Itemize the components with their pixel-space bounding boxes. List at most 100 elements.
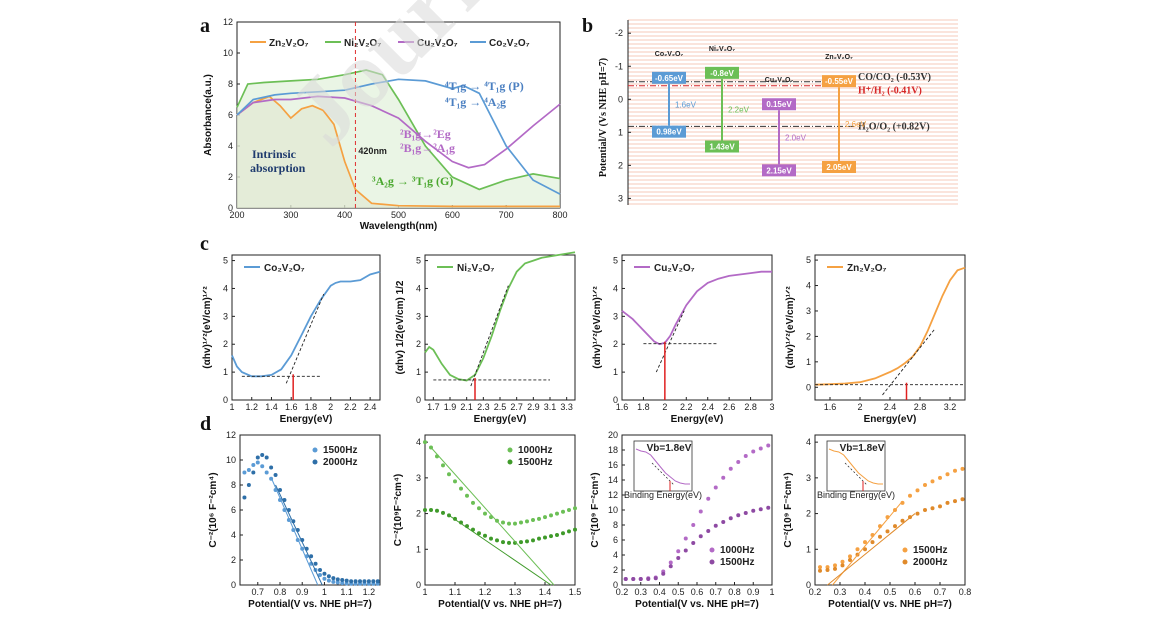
conduction-band-label: 0.15eV — [766, 100, 792, 109]
tangent-line — [655, 310, 685, 373]
fit-line — [275, 484, 323, 586]
data-point-2000Hz — [375, 579, 380, 584]
y-tick-label: 5 — [223, 256, 228, 266]
data-point-2000Hz — [915, 511, 920, 516]
legend-marker — [507, 459, 513, 465]
y-axis-label: Absorbance(a.u.) — [203, 74, 214, 156]
conduction-band-box — [705, 66, 739, 79]
y-tick-label: 12 — [608, 490, 618, 500]
panel-letter-b: b — [582, 15, 593, 37]
x-tick-label: 2.1 — [460, 402, 473, 412]
data-point-2000Hz — [278, 488, 282, 492]
redox-label: H₂O/O₂ (+0.82V) — [858, 121, 930, 132]
y-tick-label: 10 — [226, 455, 236, 465]
legend-label: 1000Hz — [518, 445, 552, 456]
data-point-1000Hz — [691, 523, 696, 527]
fit-line — [430, 447, 555, 586]
data-point-1000Hz — [758, 446, 763, 451]
data-point-1500Hz — [246, 468, 251, 472]
data-point-1500Hz — [459, 520, 463, 525]
inset-xlabel: Binding Energy(eV) — [624, 490, 702, 500]
data-point-1500Hz — [960, 466, 965, 471]
data-point-1000Hz — [513, 521, 517, 526]
data-point-2000Hz — [335, 577, 340, 582]
data-point-1500Hz — [840, 559, 845, 564]
panel-letter-d: d — [200, 413, 211, 435]
y-axis-label: (αhv)¹ᐟ²(eV/cm)¹ᐟ² — [592, 286, 603, 369]
inset-curve — [828, 448, 883, 485]
y-tick-label: 2 — [231, 555, 236, 565]
data-point-1000Hz — [519, 520, 523, 525]
legend-label: Cu₂V₂O₇ — [654, 263, 695, 274]
data-point-1000Hz — [465, 493, 469, 498]
tauc-curve — [814, 266, 966, 386]
y-tick-label: 4 — [228, 141, 233, 151]
x-axis-label: Energy(eV) — [864, 414, 917, 425]
fit-line — [448, 514, 552, 586]
data-point-1500Hz — [736, 513, 741, 518]
data-point-1000Hz — [561, 509, 565, 514]
data-point-1500Hz — [489, 536, 493, 541]
data-point-1500Hz — [938, 475, 942, 480]
tauc-curve — [231, 270, 381, 378]
series-line-co — [236, 78, 561, 195]
data-point-1500Hz — [668, 564, 673, 569]
data-point-1000Hz — [728, 466, 733, 471]
data-point-2000Hz — [371, 579, 376, 584]
conduction-band-box — [822, 75, 856, 88]
data-point-2000Hz — [863, 547, 867, 552]
y-tick-label: 3 — [806, 306, 811, 316]
conduction-band-label: -0.8eV — [710, 69, 734, 78]
data-point-1500Hz — [318, 573, 322, 577]
panel-letter-a: a — [200, 15, 210, 37]
x-axis-label: Potential(V vs. NHE pH=7) — [828, 599, 952, 610]
y-tick-label: 12 — [226, 430, 236, 440]
data-point-1500Hz — [698, 534, 703, 539]
area-fill-ni — [237, 70, 560, 208]
data-point-1500Hz — [631, 577, 636, 581]
x-tick-label: 2 — [328, 402, 333, 412]
data-point-1000Hz — [441, 463, 445, 468]
chart-d1-mott-schottky-co: 0.7 0.8 0.9 1 1.1 1.2 0 2 4 6 8 10 12 Potential(V vs.… — [208, 430, 381, 610]
x-tick-label: 3.2 — [944, 402, 957, 412]
data-point-1500Hz — [848, 554, 852, 559]
y-tick-label: 0 — [231, 580, 236, 590]
chart-c1-tauc-co: 1 1.2 1.4 1.6 1.8 2 2.2 2.4012345Energy(eV)(αhv… — [202, 254, 381, 425]
legend-marker — [902, 547, 908, 553]
y-tick-label: 2 — [613, 339, 618, 349]
band-gap-label: 2.2eV — [728, 106, 750, 115]
y-tick-label: 10 — [223, 48, 233, 58]
x-axis-label: Potential(V vs. NHE pH=7) — [635, 599, 759, 610]
inset-frame — [633, 440, 693, 492]
data-point-1500Hz — [255, 460, 260, 465]
data-point-2000Hz — [273, 473, 278, 477]
annotation-co-transition-2: ⁴T₁g → ⁴A₂g — [445, 95, 506, 109]
material-name: Cu₂V₂O₇ — [765, 77, 794, 84]
data-point-2000Hz — [870, 540, 875, 545]
data-point-1500Hz — [758, 507, 763, 512]
y-tick-label: 0 — [223, 395, 228, 405]
legend-label: Zn₂V₂O₇ — [847, 263, 887, 274]
legend-label: Ni₂V₂O₇ — [344, 38, 381, 49]
y-tick-label: 5 — [613, 256, 618, 266]
y-tick-label: 12 — [223, 17, 233, 27]
data-point-1500Hz — [537, 536, 541, 541]
data-point-1000Hz — [668, 560, 673, 565]
conduction-band-box — [652, 71, 686, 84]
y-tick-label: 2 — [806, 331, 811, 341]
data-point-1500Hz — [477, 531, 481, 536]
data-point-1000Hz — [525, 519, 529, 524]
x-tick-label: 1.2 — [363, 587, 376, 597]
data-point-2000Hz — [953, 499, 957, 504]
data-point-1000Hz — [721, 475, 726, 480]
material-name: Ni₂V₂O₇ — [709, 46, 735, 53]
annotation-ni-transition: ³A₂g → ³T₁g (G) — [372, 174, 453, 188]
y-axis-label: C⁻²(10⁶ F⁻²cm⁴) — [208, 472, 219, 547]
legend-label: Zn₂V₂O₇ — [269, 38, 309, 49]
y-tick-label: 0 — [618, 94, 623, 104]
y-tick-label: 2 — [806, 509, 811, 519]
data-point-2000Hz — [260, 453, 265, 457]
conduction-band-label: -0.55eV — [825, 77, 854, 86]
valence-band-box — [705, 140, 739, 153]
data-point-2000Hz — [242, 495, 247, 500]
